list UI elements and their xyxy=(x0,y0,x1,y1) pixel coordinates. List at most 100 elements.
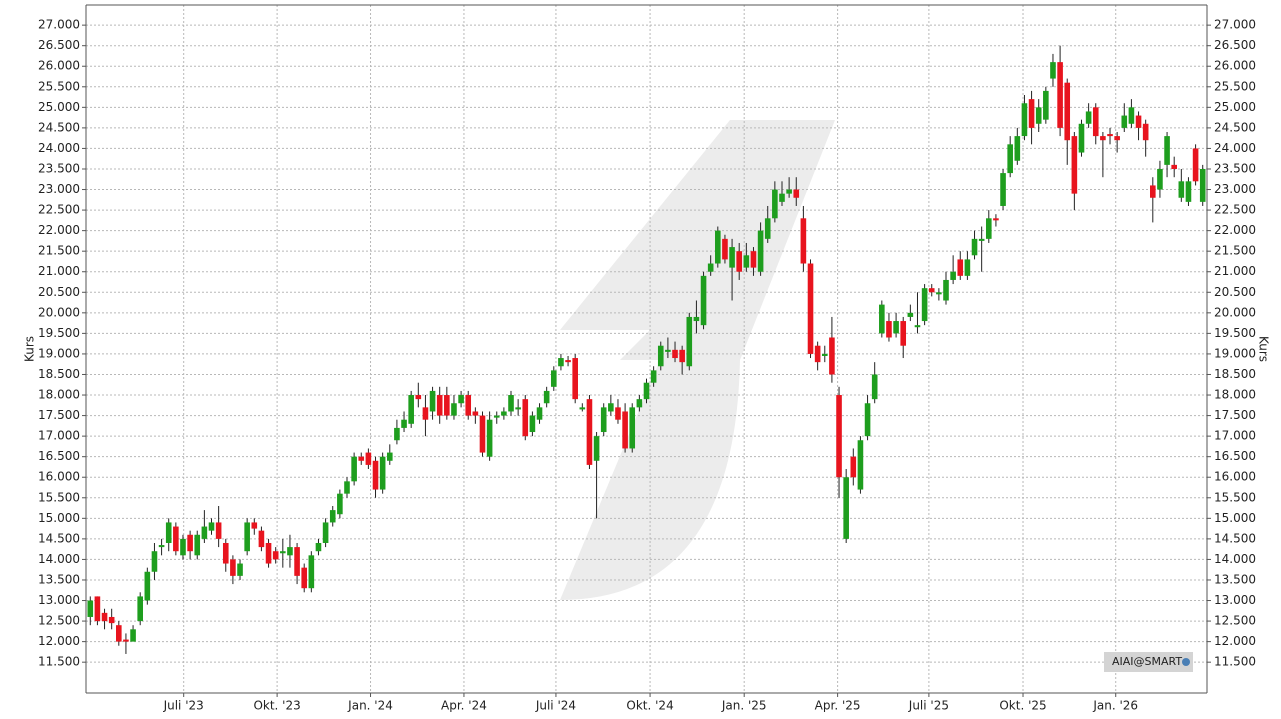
y2-tick-label: 14.500 xyxy=(1214,531,1256,545)
candle-body xyxy=(258,530,265,548)
candle-body xyxy=(821,353,828,356)
y-tick-label: 20.500 xyxy=(38,285,80,299)
y-tick-label: 12.500 xyxy=(38,614,80,628)
candle-body xyxy=(964,259,971,276)
y2-tick-label: 26.500 xyxy=(1214,38,1256,52)
candle-body xyxy=(993,218,999,221)
candle-body xyxy=(429,390,436,412)
candle-body xyxy=(1064,82,1071,141)
candle-body xyxy=(251,522,258,529)
y-tick-label: 17.500 xyxy=(38,408,80,422)
candles xyxy=(87,45,1206,654)
candle-body xyxy=(1100,136,1106,141)
candle-body xyxy=(928,288,935,293)
y2-tick-label: 12.500 xyxy=(1214,614,1256,628)
candle-body xyxy=(779,193,785,202)
candle-body xyxy=(850,456,857,478)
candle-body xyxy=(679,349,685,363)
y2-tick-label: 17.000 xyxy=(1214,429,1256,443)
candle-body xyxy=(287,547,293,556)
y2-tick-label: 25.000 xyxy=(1214,100,1256,114)
x-tick-label: Okt. '23 xyxy=(253,699,300,713)
candle-body xyxy=(1150,185,1156,198)
y-tick-label: 16.500 xyxy=(38,449,80,463)
candle-body xyxy=(280,551,286,554)
y2-axis-title: Kurs xyxy=(1257,336,1271,362)
candle-body xyxy=(237,563,243,576)
candle-body xyxy=(379,456,386,490)
candle-body xyxy=(194,534,201,556)
candle-body xyxy=(415,395,422,400)
candle-body xyxy=(686,316,693,367)
candle-body xyxy=(158,545,165,548)
candle-body xyxy=(1171,164,1177,169)
candle-body xyxy=(294,547,300,576)
candle-body xyxy=(472,411,479,416)
candle-body xyxy=(265,542,272,564)
candle-body xyxy=(187,534,193,552)
candle-body xyxy=(543,390,550,404)
y2-tick-label: 24.500 xyxy=(1214,120,1256,134)
x-tick-label: Jan. '24 xyxy=(347,699,393,713)
y-tick-label: 12.000 xyxy=(38,634,80,648)
y-tick-label: 22.000 xyxy=(38,223,80,237)
candle-body xyxy=(864,403,871,437)
candle-body xyxy=(372,460,379,490)
candle-body xyxy=(165,522,172,543)
candle-body xyxy=(1199,168,1206,202)
watermark-icon xyxy=(1182,658,1190,666)
candle-body xyxy=(1085,111,1092,124)
candle-body xyxy=(94,596,101,622)
candle-body xyxy=(622,411,628,449)
y2-tick-label: 16.500 xyxy=(1214,449,1256,463)
candle-body xyxy=(707,263,714,272)
y-tick-label: 13.500 xyxy=(38,572,80,586)
candle-body xyxy=(108,616,115,624)
candle-body xyxy=(244,522,250,552)
candle-body xyxy=(843,477,849,539)
y2-tick-label: 17.500 xyxy=(1214,408,1256,422)
x-tick-label: Jan. '25 xyxy=(721,699,767,713)
candle-body xyxy=(715,230,721,264)
y2-tick-label: 21.500 xyxy=(1214,244,1256,258)
x-tick-label: Juli '23 xyxy=(163,699,204,713)
y2-tick-label: 14.000 xyxy=(1214,552,1256,566)
candle-body xyxy=(358,456,365,461)
y-tick-label: 19.000 xyxy=(38,346,80,360)
candle-body xyxy=(807,263,814,354)
y2-tick-label: 19.500 xyxy=(1214,326,1256,340)
y2-tick-label: 23.000 xyxy=(1214,182,1256,196)
candle-body xyxy=(401,419,407,428)
candle-body xyxy=(914,325,921,328)
candle-body xyxy=(201,526,208,539)
y2-tick-label: 27.000 xyxy=(1214,18,1256,32)
y-tick-label: 19.500 xyxy=(38,326,80,340)
candle-body xyxy=(180,538,186,556)
candle-body xyxy=(1142,123,1149,141)
candle-body xyxy=(508,395,514,412)
candle-body xyxy=(394,427,400,441)
y-tick-label: 22.500 xyxy=(38,203,80,217)
candle-body xyxy=(87,600,94,617)
candle-body xyxy=(329,510,336,523)
watermark: AIAI@SMART xyxy=(1112,655,1182,668)
candle-body xyxy=(871,374,878,400)
candle-body xyxy=(451,403,457,416)
candle-body xyxy=(1050,62,1056,79)
y2-tick-label: 16.000 xyxy=(1214,470,1256,484)
candle-body xyxy=(800,218,807,264)
candle-body xyxy=(344,481,350,494)
candle-body xyxy=(301,567,308,589)
candle-body xyxy=(558,358,564,367)
candle-body xyxy=(1114,136,1120,141)
candle-body xyxy=(1157,168,1163,190)
candle-body xyxy=(700,275,707,326)
candle-body xyxy=(1007,144,1013,174)
candle-body xyxy=(1178,181,1185,198)
y2-tick-label: 24.000 xyxy=(1214,141,1256,155)
y2-tick-label: 25.500 xyxy=(1214,79,1256,93)
y-tick-label: 15.500 xyxy=(38,490,80,504)
ticks: 11.500 11.500 12.000 12.000 12.500 12.500 13.0… xyxy=(38,18,1256,713)
y2-tick-label: 22.000 xyxy=(1214,223,1256,237)
y-tick-label: 23.500 xyxy=(38,161,80,175)
